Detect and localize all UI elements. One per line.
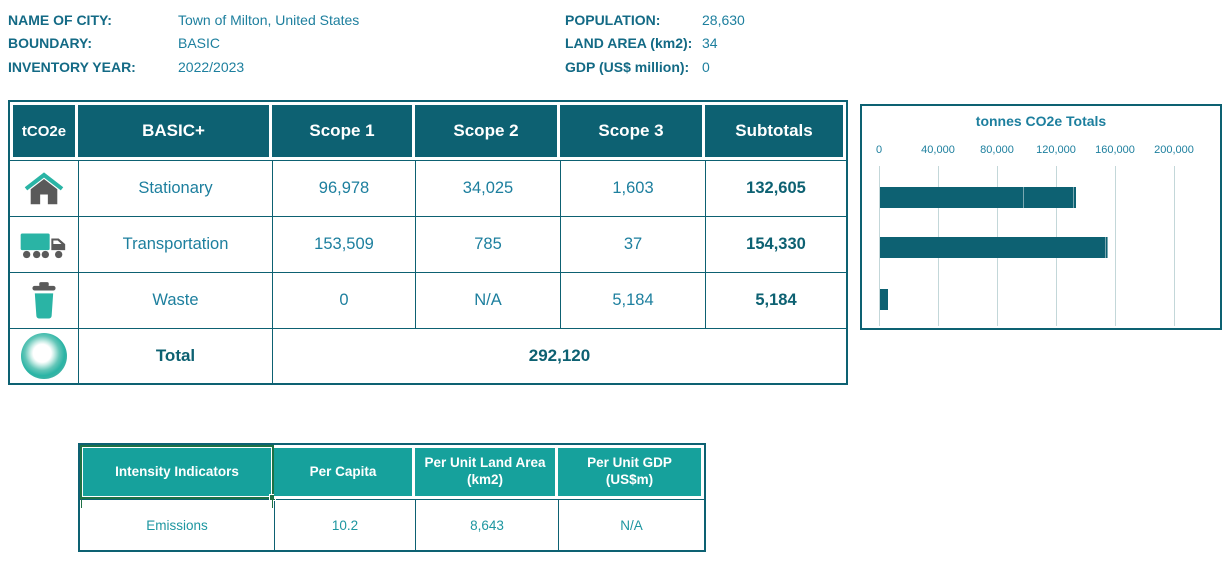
emissions-per-capita-cell[interactable]: 10.2 bbox=[274, 499, 415, 550]
chart-bar bbox=[880, 187, 1076, 208]
x-axis-tick-2: 80,000 bbox=[980, 144, 1014, 156]
land-area-label: LAND AREA (km2): bbox=[565, 35, 693, 52]
waste-scope2-cell[interactable]: N/A bbox=[415, 272, 560, 328]
population-label: POPULATION: bbox=[565, 11, 661, 28]
per-capita-header-cell[interactable]: Per Capita bbox=[274, 445, 415, 499]
totals-chart: tonnes CO2e Totals 0 40,000 80,000 120,0… bbox=[860, 104, 1222, 330]
city-info-right: POPULATION: 28,630 LAND AREA (km2): 34 G… bbox=[565, 8, 745, 79]
header-cell-scope2[interactable]: Scope 2 bbox=[415, 102, 560, 160]
x-axis-tick-0: 0 bbox=[875, 144, 883, 156]
house-icon bbox=[24, 172, 64, 205]
header-cell-basic-plus[interactable]: BASIC+ bbox=[78, 102, 272, 160]
x-axis-tick-4: 160,000 bbox=[1095, 144, 1135, 156]
per-unit-land-area-header-cell[interactable]: Per Unit Land Area (km2) bbox=[415, 445, 558, 499]
waste-scope1-cell[interactable]: 0 bbox=[272, 272, 415, 328]
boundary-row: BOUNDARY: BASIC bbox=[8, 32, 359, 56]
x-axis-tick-5: 200,000 bbox=[1154, 144, 1194, 156]
chart-title: tonnes CO2e Totals bbox=[975, 113, 1107, 129]
total-ring-icon bbox=[21, 333, 67, 379]
population-value[interactable]: 28,630 bbox=[702, 11, 745, 28]
chart-gridline bbox=[1115, 166, 1116, 326]
transportation-scope1-cell[interactable]: 153,509 bbox=[272, 216, 415, 272]
transportation-scope3-cell[interactable]: 37 bbox=[560, 216, 705, 272]
boundary-value[interactable]: BASIC bbox=[178, 35, 221, 52]
gdp-value[interactable]: 0 bbox=[702, 58, 710, 75]
waste-scope3-cell[interactable]: 5,184 bbox=[560, 272, 705, 328]
intensity-indicators-header-cell[interactable]: Intensity Indicators bbox=[80, 445, 276, 508]
transportation-icon-cell[interactable] bbox=[10, 216, 78, 272]
stationary-scope1-cell[interactable]: 96,978 bbox=[272, 160, 415, 216]
intensity-indicators-header-label: Intensity Indicators bbox=[115, 463, 239, 479]
emissions-per-unit-gdp-cell[interactable]: N/A bbox=[558, 499, 704, 550]
waste-sector-cell[interactable]: Waste bbox=[78, 272, 272, 328]
total-value-cell[interactable]: 292,120 bbox=[272, 328, 846, 383]
gdp-label: GDP (US$ million): bbox=[565, 58, 690, 75]
land-area-value[interactable]: 34 bbox=[702, 35, 718, 52]
inventory-year-value[interactable]: 2022/2023 bbox=[178, 58, 245, 75]
intensity-table: Intensity Indicators Per Capita Per Unit… bbox=[78, 443, 706, 552]
chart-bar bbox=[880, 237, 1108, 258]
stationary-sector-cell[interactable]: Stationary bbox=[78, 160, 272, 216]
header-cell-subtotals[interactable]: Subtotals bbox=[705, 102, 846, 160]
population-row: POPULATION: 28,630 bbox=[565, 8, 745, 32]
stationary-subtotal-cell[interactable]: 132,605 bbox=[705, 160, 846, 216]
x-axis-tick-3: 120,000 bbox=[1036, 144, 1076, 156]
stationary-icon-cell[interactable] bbox=[10, 160, 78, 216]
city-name-row: NAME OF CITY: Town of Milton, United Sta… bbox=[8, 8, 359, 32]
transportation-subtotal-cell[interactable]: 154,330 bbox=[705, 216, 846, 272]
city-name-value[interactable]: Town of Milton, United States bbox=[178, 11, 360, 28]
total-label-cell[interactable]: Total bbox=[78, 328, 272, 383]
emissions-table: tCO2e BASIC+ Scope 1 Scope 2 Scope 3 Sub… bbox=[8, 100, 848, 385]
emissions-per-unit-land-area-cell[interactable]: 8,643 bbox=[415, 499, 558, 550]
per-unit-gdp-header-cell[interactable]: Per Unit GDP (US$m) bbox=[558, 445, 704, 499]
waste-icon-cell[interactable] bbox=[10, 272, 78, 328]
total-icon-cell[interactable] bbox=[10, 328, 78, 383]
header-cell-scope3[interactable]: Scope 3 bbox=[560, 102, 705, 160]
chart-gridline bbox=[879, 166, 880, 326]
emissions-label-cell[interactable]: Emissions bbox=[80, 499, 274, 550]
stationary-scope2-cell[interactable]: 34,025 bbox=[415, 160, 560, 216]
gdp-row: GDP (US$ million): 0 bbox=[565, 55, 745, 79]
inventory-year-label: INVENTORY YEAR: bbox=[8, 58, 136, 75]
truck-icon bbox=[20, 233, 66, 258]
inventory-year-row: INVENTORY YEAR: 2022/2023 bbox=[8, 55, 359, 79]
chart-bar bbox=[880, 289, 888, 310]
waste-subtotal-cell[interactable]: 5,184 bbox=[705, 272, 846, 328]
chart-gridline bbox=[1174, 166, 1175, 326]
transportation-scope2-cell[interactable]: 785 bbox=[415, 216, 560, 272]
header-cell-tco2e[interactable]: tCO2e bbox=[10, 102, 78, 160]
land-area-row: LAND AREA (km2): 34 bbox=[565, 32, 745, 56]
header-cell-scope1[interactable]: Scope 1 bbox=[272, 102, 415, 160]
trash-icon bbox=[32, 282, 56, 319]
city-name-label: NAME OF CITY: bbox=[8, 11, 112, 28]
x-axis-tick-1: 40,000 bbox=[921, 144, 955, 156]
city-info-left: NAME OF CITY: Town of Milton, United Sta… bbox=[8, 8, 359, 79]
transportation-sector-cell[interactable]: Transportation bbox=[78, 216, 272, 272]
stationary-scope3-cell[interactable]: 1,603 bbox=[560, 160, 705, 216]
boundary-label: BOUNDARY: bbox=[8, 35, 92, 52]
